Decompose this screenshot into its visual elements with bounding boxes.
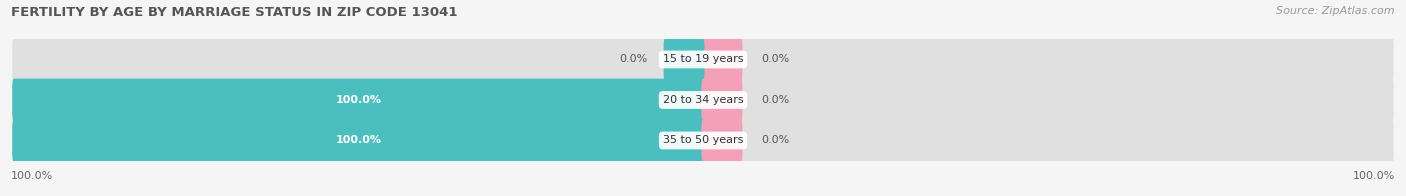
Text: 100.0%: 100.0% [11,171,53,181]
Text: 0.0%: 0.0% [762,135,790,145]
Text: 100.0%: 100.0% [1353,171,1395,181]
Text: Source: ZipAtlas.com: Source: ZipAtlas.com [1277,6,1395,16]
Text: FERTILITY BY AGE BY MARRIAGE STATUS IN ZIP CODE 13041: FERTILITY BY AGE BY MARRIAGE STATUS IN Z… [11,6,458,19]
Text: 15 to 19 years: 15 to 19 years [662,54,744,64]
FancyBboxPatch shape [13,119,1393,162]
FancyBboxPatch shape [702,119,742,162]
FancyBboxPatch shape [13,79,704,121]
Text: 0.0%: 0.0% [762,95,790,105]
Text: 35 to 50 years: 35 to 50 years [662,135,744,145]
Text: 20 to 34 years: 20 to 34 years [662,95,744,105]
Text: 100.0%: 100.0% [336,95,381,105]
Text: 100.0%: 100.0% [336,135,381,145]
FancyBboxPatch shape [702,79,742,121]
Text: 0.0%: 0.0% [620,54,648,64]
Text: 0.0%: 0.0% [762,54,790,64]
FancyBboxPatch shape [702,38,742,81]
FancyBboxPatch shape [13,119,704,162]
FancyBboxPatch shape [13,38,1393,81]
FancyBboxPatch shape [664,38,704,81]
FancyBboxPatch shape [13,79,1393,121]
